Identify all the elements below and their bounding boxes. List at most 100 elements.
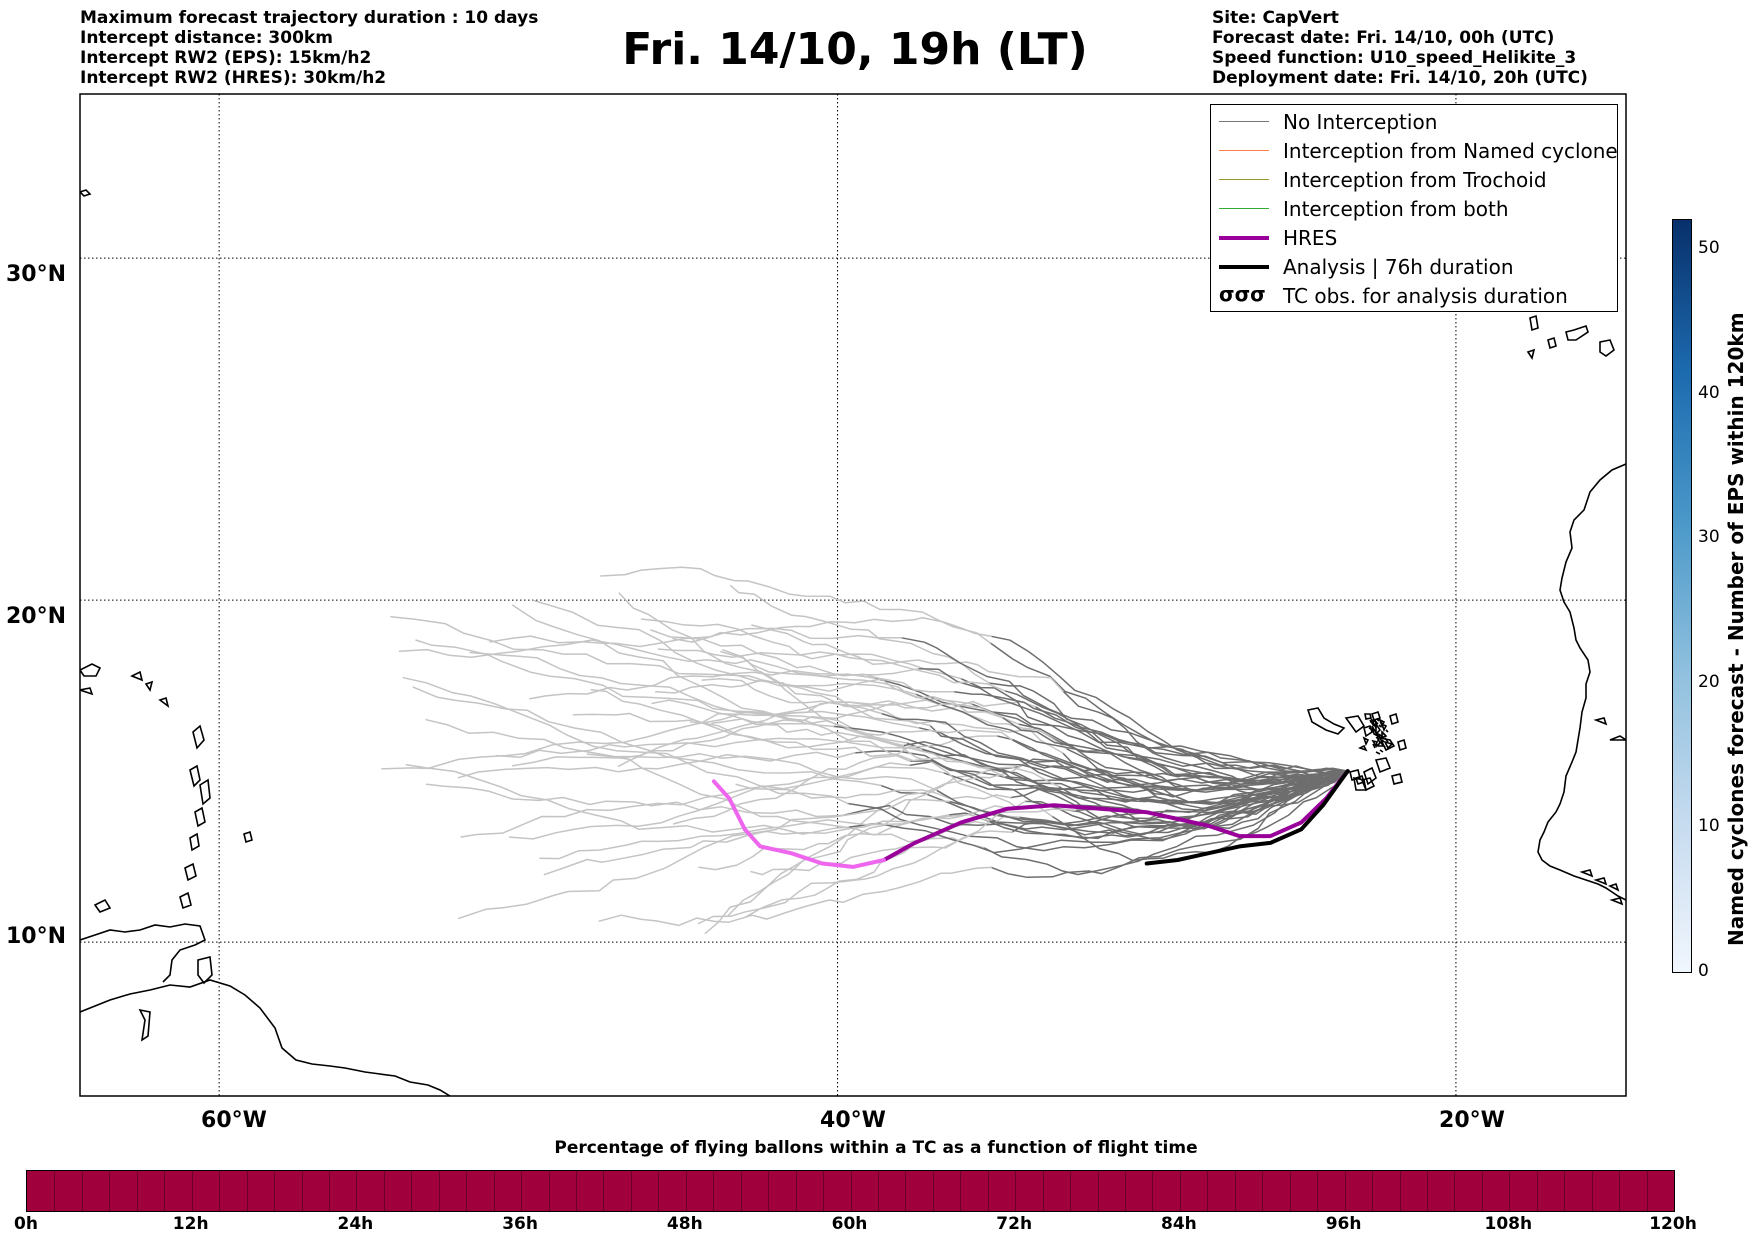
colorbar-division	[493, 1171, 495, 1211]
colorbar-division	[1042, 1171, 1044, 1211]
bijagos-islands	[1579, 869, 1624, 906]
trinidad-island	[197, 956, 213, 985]
lat-label-30: 30°N	[5, 262, 66, 287]
colorbar-division	[1289, 1171, 1291, 1211]
legend-line-analysis	[1219, 264, 1269, 269]
ensemble-track-late	[405, 764, 850, 835]
legend-item-both: Interception from both	[1219, 194, 1509, 223]
ensemble-track-late	[735, 783, 1012, 800]
colorbar-division	[576, 1171, 577, 1211]
ensemble-track-late	[495, 735, 905, 758]
colorbar-division	[356, 1171, 358, 1211]
deployment-date-text: Deployment date: Fri. 14/10, 20h (UTC)	[1212, 68, 1588, 88]
ensemble-track-late	[704, 761, 1028, 935]
ensemble-track-late	[381, 710, 920, 770]
trajectory-tracks	[381, 566, 1350, 935]
madeira-island	[80, 189, 92, 197]
legend-item-named-cyclone: Interception from Named cyclone	[1219, 136, 1618, 165]
lon-label-40w: 40°W	[820, 1108, 886, 1133]
ensemble-track-early	[1051, 770, 1349, 862]
colorbar-division	[109, 1171, 111, 1211]
ensemble-track-late	[415, 639, 835, 728]
colorbar-tick-label: 24h	[337, 1214, 374, 1234]
colorbar-division	[603, 1171, 605, 1211]
named-cyclones-colorbar-label: Named cyclones forecast - Number of EPS …	[1724, 312, 1748, 946]
legend-line-trochoid	[1219, 179, 1269, 180]
colorbar-tick-label: 84h	[1161, 1214, 1197, 1234]
forecast-date-text: Forecast date: Fri. 14/10, 00h (UTC)	[1212, 28, 1555, 48]
colorbar-division	[1646, 1171, 1648, 1211]
legend-line-hres	[1219, 235, 1269, 240]
speed-function-text: Speed function: U10_speed_Helikite_3	[1212, 48, 1577, 68]
sao-vicente-island	[1364, 713, 1372, 720]
ensemble-track-late	[425, 783, 844, 818]
coastlines	[80, 189, 1626, 1096]
colorbar-division	[658, 1171, 660, 1211]
colorbar-division	[1399, 1171, 1401, 1211]
colorbar-tick-label: 50	[1698, 237, 1720, 258]
header-left-info: Maximum forecast trajectory duration : 1…	[80, 8, 538, 88]
colorbar-division	[795, 1171, 797, 1211]
colorbar-tick-label: 20	[1698, 671, 1720, 692]
legend-item-no-interception: No Interception	[1219, 107, 1437, 136]
colorbar-division	[328, 1171, 330, 1211]
page-title: Fri. 14/10, 19h (LT)	[622, 24, 1088, 75]
lon-label-20w: 20°W	[1439, 1108, 1505, 1133]
colorbar-division	[1125, 1171, 1126, 1211]
ensemble-track-late	[711, 718, 1060, 788]
ensemble-track-late	[457, 798, 951, 920]
colorbar-division	[411, 1171, 413, 1211]
legend-item-trochoid: Interception from Trochoid	[1219, 165, 1547, 194]
ensemble-track-late	[618, 592, 931, 727]
colorbar-division	[740, 1171, 742, 1211]
colorbar-division	[1536, 1171, 1538, 1211]
colorbar-tick-label: 40	[1698, 382, 1720, 403]
ensemble-track-early	[1011, 738, 1349, 805]
legend-label: HRES	[1283, 225, 1338, 250]
sal-boavista	[1374, 718, 1386, 747]
colorbar-division	[1591, 1171, 1593, 1211]
cape-verde-islands-main	[1344, 710, 1407, 792]
colorbar-division	[438, 1171, 440, 1211]
site-text: Site: CapVert	[1212, 8, 1339, 28]
colorbar-division	[1619, 1171, 1621, 1211]
colorbar-tick-label: 48h	[666, 1214, 703, 1234]
colorbar-division	[301, 1171, 303, 1211]
ensemble-track-late	[701, 677, 1064, 754]
colorbar-division	[1564, 1171, 1566, 1211]
colorbar-division	[1234, 1171, 1236, 1211]
colorbar-division	[54, 1171, 56, 1211]
ensemble-track-late	[600, 566, 992, 644]
colorbar-division	[1097, 1171, 1099, 1211]
caribbean-small-islands	[80, 687, 253, 1042]
legend-item-tc-obs: σσσ TC obs. for analysis duration	[1219, 281, 1568, 310]
south-america-coast	[80, 979, 451, 1096]
colorbar-division	[1317, 1171, 1319, 1211]
ensemble-track-early	[948, 770, 1349, 840]
legend-item-hres: HRES	[1219, 223, 1337, 252]
colorbar-division	[1015, 1171, 1017, 1211]
colorbar-tick-label: 108h	[1484, 1214, 1533, 1234]
colorbar-tick-label: 10	[1698, 816, 1720, 837]
virgin-islands	[130, 670, 170, 708]
ensemble-track-late	[672, 735, 998, 825]
ensemble-track-early	[988, 770, 1349, 831]
colorbar-division	[987, 1171, 989, 1211]
lat-label-10: 10°N	[5, 924, 66, 949]
ensemble-track-late	[460, 766, 945, 838]
colorbar-division	[246, 1171, 248, 1211]
named-cyclones-colorbar	[1672, 219, 1692, 973]
legend-item-analysis: Analysis | 76h duration	[1219, 252, 1514, 281]
colorbar-division	[685, 1171, 687, 1211]
flight-time-colorbar	[26, 1170, 1675, 1212]
colorbar-tick-label: 60h	[831, 1214, 868, 1234]
ensemble-track-late	[489, 627, 903, 648]
ensemble-track-early	[1062, 690, 1349, 785]
ensemble-track-late	[425, 718, 938, 791]
legend-line-no-interception	[1219, 121, 1269, 122]
ensemble-track-early	[983, 770, 1349, 876]
colorbar-tick-label: 12h	[172, 1214, 209, 1234]
colorbar-division	[81, 1171, 83, 1211]
ensemble-track-late	[650, 629, 1020, 725]
colorbar-tick-label: 36h	[502, 1214, 538, 1234]
